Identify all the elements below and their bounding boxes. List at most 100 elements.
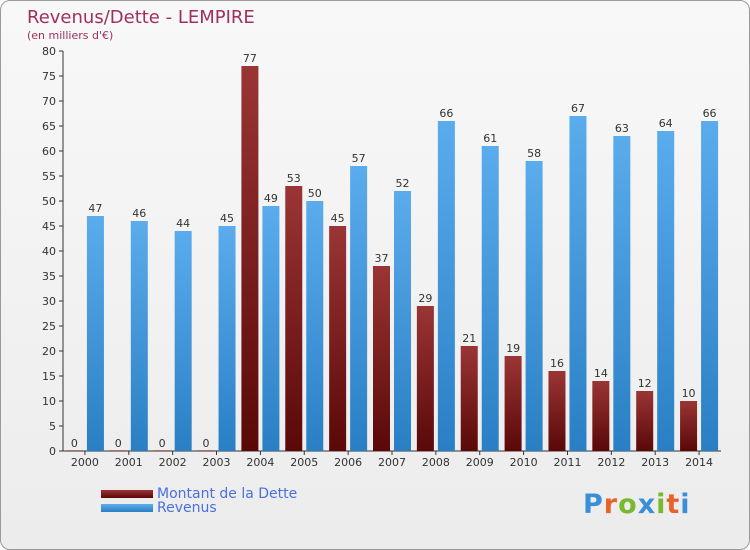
- y-tick-label: 35: [42, 270, 56, 283]
- data-label-dette: 45: [331, 212, 345, 225]
- x-tick-label: 2000: [71, 456, 99, 469]
- bar-revenus: [613, 136, 631, 451]
- data-label-dette: 29: [418, 292, 432, 305]
- legend-label-dette: Montant de la Dette: [157, 486, 298, 502]
- x-tick-label: 2011: [553, 456, 581, 469]
- bar-dette: [416, 306, 434, 451]
- data-label-dette: 0: [203, 437, 210, 450]
- bar-revenus: [262, 206, 280, 451]
- y-tick-label: 0: [49, 445, 56, 458]
- bar-dette: [153, 450, 171, 451]
- x-tick-label: 2008: [422, 456, 450, 469]
- data-label-revenus: 52: [396, 177, 410, 190]
- chart-bars: [65, 66, 719, 451]
- data-label-revenus: 44: [176, 217, 190, 230]
- logo-letter: i: [656, 489, 667, 520]
- logo-letter: r: [603, 489, 619, 520]
- logo-letter: P: [583, 489, 604, 520]
- y-tick-label: 50: [42, 195, 56, 208]
- data-label-dette: 10: [682, 387, 696, 400]
- x-tick-label: 2006: [334, 456, 362, 469]
- x-tick-label: 2010: [510, 456, 538, 469]
- bar-revenus: [525, 161, 543, 451]
- y-tick-label: 40: [42, 245, 56, 258]
- y-tick-label: 75: [42, 70, 56, 83]
- chart-data-labels: 0 47 0 46 0 44 0 45 77 49 53 50 45 57 37 52 29 66 21 61 19 58…: [71, 52, 717, 450]
- data-label-revenus: 46: [132, 207, 146, 220]
- data-label-dette: 14: [594, 367, 608, 380]
- data-label-revenus: 47: [88, 202, 102, 215]
- data-label-revenus: 45: [220, 212, 234, 225]
- data-label-revenus: 66: [703, 107, 717, 120]
- chart-subtitle: (en milliers d'€): [27, 29, 114, 42]
- data-label-revenus: 64: [659, 117, 673, 130]
- data-label-revenus: 58: [527, 147, 541, 160]
- bar-dette: [109, 450, 127, 451]
- y-tick-label: 65: [42, 120, 56, 133]
- y-tick-label: 25: [42, 320, 56, 333]
- proxiti-logo: Proxiti: [583, 489, 691, 520]
- bar-revenus: [481, 146, 499, 451]
- data-label-dette: 12: [638, 377, 652, 390]
- legend-swatch-dette: [101, 490, 153, 498]
- y-tick-label: 45: [42, 220, 56, 233]
- bar-dette: [373, 266, 390, 451]
- data-label-dette: 21: [462, 332, 476, 345]
- bar-revenus: [657, 131, 675, 451]
- y-tick-label: 5: [49, 420, 56, 433]
- x-tick-label: 2012: [597, 456, 625, 469]
- bar-revenus: [306, 201, 324, 451]
- x-tick-label: 2001: [115, 456, 143, 469]
- logo-letter: t: [666, 489, 681, 520]
- x-tick-label: 2005: [290, 456, 318, 469]
- y-tick-label: 10: [42, 395, 56, 408]
- data-label-revenus: 63: [615, 122, 629, 135]
- bar-revenus: [394, 191, 411, 451]
- y-tick-label: 60: [42, 145, 56, 158]
- data-label-revenus: 67: [571, 102, 585, 115]
- data-label-dette: 16: [550, 357, 564, 370]
- x-tick-label: 2004: [246, 456, 274, 469]
- bar-dette: [197, 450, 215, 451]
- y-tick-label: 55: [42, 170, 56, 183]
- bar-dette: [680, 401, 698, 451]
- bar-dette: [241, 66, 259, 451]
- chart-axes: 0 5 10 15 20 25 30 35 40 45 50 55 60 65 70 75 80 2000 2001…: [42, 45, 721, 469]
- y-tick-label: 15: [42, 370, 56, 383]
- bar-dette: [504, 356, 522, 451]
- y-tick-label: 70: [42, 95, 56, 108]
- data-label-dette: 0: [115, 437, 122, 450]
- data-label-revenus: 49: [264, 192, 278, 205]
- chart-title: Revenus/Dette - LEMPIRE: [27, 7, 255, 28]
- bar-dette: [65, 450, 83, 451]
- x-tick-label: 2002: [159, 456, 187, 469]
- data-label-dette: 37: [375, 252, 389, 265]
- y-tick-label: 80: [42, 45, 56, 58]
- legend-label-revenus: Revenus: [157, 500, 217, 516]
- y-tick-label: 20: [42, 345, 56, 358]
- logo-letter: o: [618, 489, 638, 520]
- bar-revenus: [86, 216, 104, 451]
- bar-dette: [329, 226, 347, 451]
- x-tick-label: 2007: [378, 456, 406, 469]
- data-label-dette: 77: [243, 52, 257, 65]
- bar-dette: [636, 391, 654, 451]
- x-tick-label: 2014: [685, 456, 713, 469]
- data-label-dette: 0: [71, 437, 78, 450]
- bar-revenus: [569, 116, 587, 451]
- data-label-dette: 19: [506, 342, 520, 355]
- logo-letter: i: [680, 489, 691, 520]
- bar-revenus: [218, 226, 236, 451]
- bar-revenus: [350, 166, 368, 451]
- x-tick-label: 2009: [466, 456, 494, 469]
- bar-dette: [548, 371, 566, 451]
- y-tick-label: 30: [42, 295, 56, 308]
- data-label-revenus: 50: [308, 187, 322, 200]
- bar-dette: [285, 186, 303, 451]
- x-tick-label: 2003: [203, 456, 231, 469]
- bar-dette: [592, 381, 610, 451]
- bar-dette: [460, 346, 478, 451]
- bar-revenus: [701, 121, 719, 451]
